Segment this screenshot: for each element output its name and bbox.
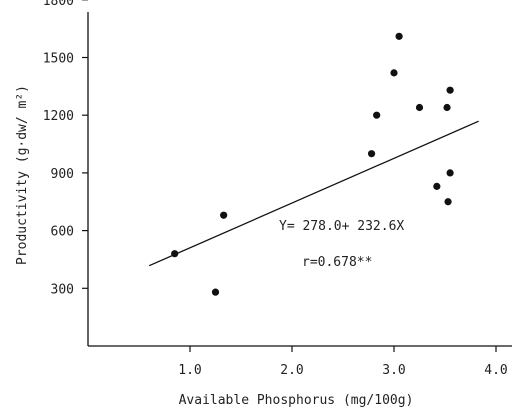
data-point <box>433 182 441 190</box>
data-point <box>415 103 424 112</box>
x-axis-title: Available Phosphorus (mg/100g) <box>179 393 414 408</box>
x-tick-label: 2.0 <box>280 363 303 378</box>
correlation-annotation: r=0.678** <box>302 255 372 270</box>
data-point <box>367 150 376 158</box>
tick-group: 1.0 2.0 3.0 4.0 300 600 900 1200 1500 1800 <box>43 0 508 378</box>
fit-group <box>148 120 479 267</box>
equation-annotation: Y= 278.0+ 232.6X <box>279 219 404 234</box>
data-point <box>395 32 403 40</box>
x-tick-label: 3.0 <box>382 363 405 378</box>
data-point <box>446 169 454 177</box>
data-point <box>390 69 398 77</box>
data-point <box>443 103 451 112</box>
x-tick-label: 1.0 <box>178 363 201 378</box>
data-point <box>211 288 220 296</box>
y-tick-label: 1200 <box>43 109 74 124</box>
y-tick-label: 600 <box>51 225 74 240</box>
y-tick-label: 300 <box>51 282 74 297</box>
x-tick-label: 4.0 <box>484 363 507 378</box>
data-point <box>444 198 452 206</box>
y-axis-title: Productivity (g·dw/ m²) <box>15 85 30 265</box>
regression-line <box>148 120 479 267</box>
y-tick-label: 900 <box>51 167 74 182</box>
data-point <box>446 86 454 94</box>
y-tick-label: 1500 <box>43 52 74 67</box>
y-tick-label: 1800 <box>43 0 74 9</box>
points-group <box>171 32 454 296</box>
data-point <box>220 211 228 219</box>
data-point <box>373 111 381 119</box>
